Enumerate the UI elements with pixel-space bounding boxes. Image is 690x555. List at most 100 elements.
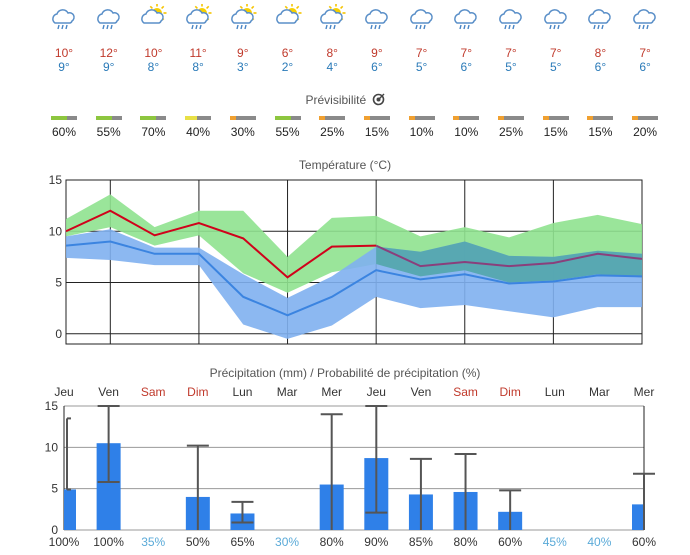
sun-cloud-icon — [273, 3, 303, 30]
tmax-line — [65, 209, 377, 279]
tmin-value: 8° — [192, 60, 204, 74]
predictability-bar — [229, 116, 236, 120]
predictability-bar-rest — [111, 116, 122, 120]
rain-cloud-icon — [630, 4, 660, 30]
tmin-value: 5° — [415, 60, 428, 74]
tmax-value: 10° — [144, 46, 163, 60]
precip-day-label: Mar — [589, 385, 610, 399]
predictability-bar-rest — [156, 116, 167, 120]
precip-day-label: Sam — [141, 385, 166, 399]
precip-probability: 80% — [320, 535, 344, 549]
tmax-value: 10° — [54, 46, 74, 60]
tmax-row: 10° 12° 10° 11° 9° 6° 8° 9° 7° 7° 7° 7° 8° 7° — [0, 46, 690, 64]
precip-day-label: Ven — [411, 385, 432, 399]
temp-y-tick: 5 — [55, 276, 62, 290]
predictability-percent: 55% — [275, 125, 300, 139]
predictability-bar-rest — [325, 116, 346, 120]
predictability-bar-rest — [638, 116, 659, 120]
tmin-value: 6° — [639, 60, 651, 74]
rain-cloud-icon — [94, 4, 124, 30]
predictability-bar — [363, 116, 370, 120]
tmax-value: 7° — [505, 46, 517, 60]
rain-cloud-icon — [541, 4, 571, 30]
tmax-value: 7° — [549, 46, 562, 60]
tmax-value: 7° — [415, 46, 428, 60]
predictability-bar — [408, 116, 415, 120]
tmax-value: 8° — [326, 46, 338, 60]
predictability-percent: 25% — [320, 125, 345, 139]
rain-cloud-icon — [407, 4, 437, 30]
precipitation-title: Précipitation (mm) / Probabilité de préc… — [209, 366, 481, 380]
predictability-bar — [632, 116, 639, 120]
tmin-line — [65, 240, 643, 317]
predictability-bar — [542, 116, 549, 120]
tmin-value: 3° — [237, 60, 249, 74]
predictability-title: Prévisibilité — [0, 93, 690, 109]
temp-y-tick: 10 — [49, 224, 63, 238]
temperature-title: Température (°C) — [298, 158, 392, 172]
predictability-bar-rest — [235, 116, 256, 120]
predictability-percent: 15% — [588, 125, 613, 139]
predictability-bar — [185, 116, 198, 120]
precip-y-tick: 15 — [45, 399, 59, 413]
tmin-value: 6° — [460, 60, 473, 74]
predictability-bar-rest — [290, 116, 301, 120]
precip-day-label: Mer — [634, 385, 655, 399]
precip-day-label: Mer — [321, 385, 342, 399]
predictability-bar — [587, 116, 594, 120]
predictability-percent: 60% — [51, 125, 77, 139]
predictability-bar — [274, 116, 291, 120]
precip-probability: 90% — [364, 535, 388, 549]
precip-probability: 80% — [454, 535, 478, 549]
precip-day-label: Mar — [277, 385, 298, 399]
rain-cloud-icon — [49, 4, 79, 30]
tmax-line-overlap — [375, 244, 643, 268]
precip-probability: 60% — [498, 535, 522, 549]
precip-bar — [64, 489, 76, 530]
rain-cloud-icon — [496, 4, 526, 30]
tmin-value: 6° — [371, 60, 383, 74]
precip-probability: 30% — [275, 535, 299, 549]
precip-day-label: Jeu — [54, 385, 73, 399]
tmin-value: 2° — [281, 60, 294, 74]
precip-probability: 65% — [230, 535, 254, 549]
predictability-percent: 25% — [498, 125, 524, 139]
tmin-value: 5° — [549, 60, 562, 74]
tmax-value: 7° — [460, 46, 473, 60]
precip-probability: 50% — [186, 535, 210, 549]
predictability-percent: 55% — [96, 125, 121, 139]
sun-cloud-icon — [138, 3, 168, 30]
precip-bar — [632, 504, 645, 530]
precip-probability: 35% — [141, 535, 165, 549]
precip-probability: 85% — [409, 535, 433, 549]
precip-probability: 100% — [93, 535, 124, 549]
predictability-bar-rest — [593, 116, 614, 120]
predictability-bar-rest — [414, 116, 435, 120]
tmax-value: 11° — [189, 46, 207, 60]
precip-probability: 40% — [587, 535, 611, 549]
predictability-bar-rest — [197, 116, 212, 120]
sun-rain-cloud-icon — [183, 3, 213, 30]
tmin-value: 6° — [594, 60, 607, 74]
precip-probability: 45% — [543, 535, 567, 549]
predictability-bar-rest — [548, 116, 569, 120]
predictability-bar-rest — [504, 116, 524, 120]
precip-y-tick: 5 — [51, 482, 58, 496]
predictability-bar — [95, 116, 112, 120]
predictability-percent: 40% — [186, 125, 211, 139]
predictability-bar — [51, 116, 67, 120]
sun-rain-cloud-icon — [228, 3, 258, 30]
predictability-bar — [140, 116, 157, 120]
tmin-value: 8° — [147, 60, 160, 74]
predictability-bar — [453, 116, 460, 120]
tmax-value: 6° — [281, 46, 294, 60]
rain-cloud-icon — [585, 4, 615, 30]
temp-y-tick: 0 — [55, 327, 62, 341]
precip-probability: 60% — [632, 535, 656, 549]
precip-probability: 100% — [49, 535, 80, 549]
tmin-row: 9° 9° 8° 8° 3° 2° 4° 6° 5° 6° 5° 5° 6° 6° — [0, 60, 690, 78]
predictability-bar-rest — [369, 116, 390, 120]
predictability-bar-rest — [67, 116, 77, 120]
range-overlap — [376, 241, 642, 283]
precip-day-label: Dim — [499, 385, 520, 399]
